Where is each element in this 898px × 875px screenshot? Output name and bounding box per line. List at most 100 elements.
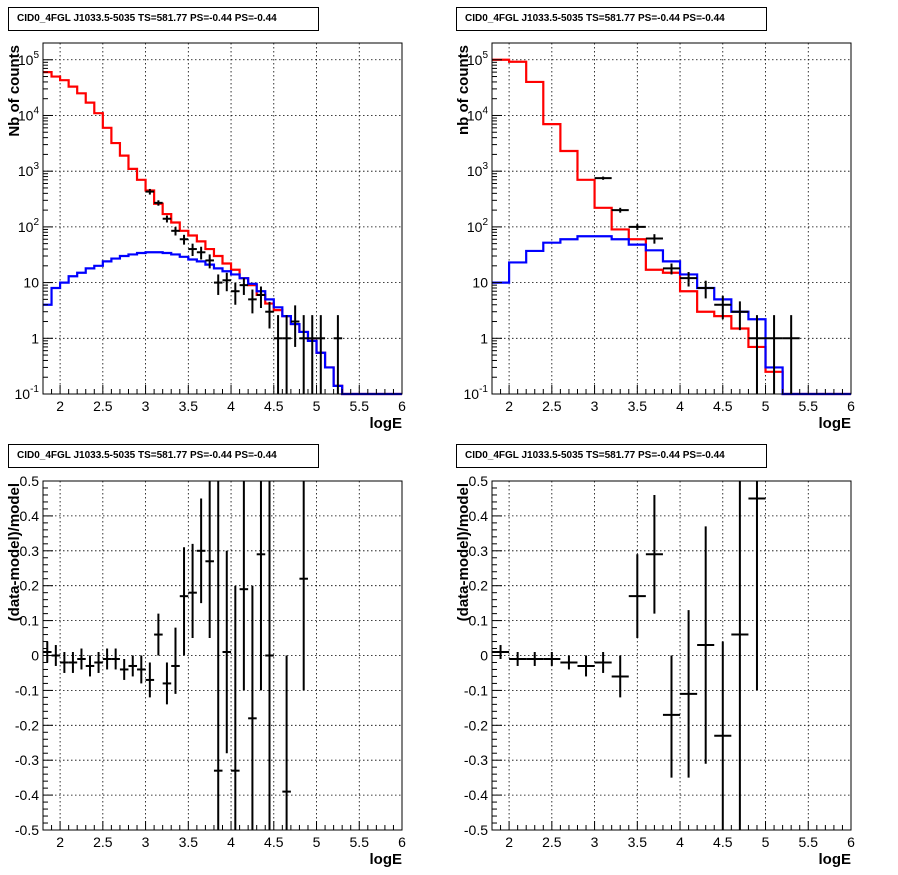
br-x-tick-label: 3.5 (628, 834, 648, 850)
br-data-point (680, 610, 698, 778)
bl-data-point (145, 662, 155, 698)
bl-x-tick-label: 5.5 (350, 834, 370, 850)
tr-data-point (645, 234, 663, 244)
br-x-tick-label: 6 (847, 834, 855, 850)
br-data-point (543, 652, 561, 666)
bl-data-point (128, 655, 138, 677)
bl-y-tick-label: 0.1 (20, 613, 40, 629)
tl-data-point (299, 315, 308, 394)
tr-y-tick-label: 102 (467, 217, 489, 235)
tl-data-point (162, 215, 172, 223)
br-x-tick-label: 2 (505, 834, 513, 850)
bl-data-point (68, 652, 78, 673)
br-data-point (509, 652, 527, 666)
tl-x-tick-label: 5.5 (350, 398, 370, 414)
tl-data-point (248, 289, 257, 314)
tr-x-axis-label: logE (819, 415, 852, 432)
tl-data-point (171, 226, 180, 236)
tl-y-tick-label: 10 (23, 275, 39, 291)
bl-x-tick-label: 5 (313, 834, 321, 850)
tr-y-tick-label: 10 (472, 275, 488, 291)
tr-x-tick-label: 5 (762, 398, 770, 414)
tl-data-point (145, 188, 155, 195)
bl-y-tick-label: 0 (31, 648, 39, 664)
bl-data-point (231, 585, 240, 830)
tr-data-point (765, 315, 783, 394)
tl-data-point (290, 305, 300, 347)
br-x-tick-label: 4 (676, 834, 684, 850)
tl-data-point (273, 315, 283, 394)
tr-data-point (782, 315, 800, 394)
br-x-tick-label: 3 (591, 834, 599, 850)
bl-x-tick-label: 2 (56, 834, 64, 850)
title-bottom-left: CID0_4FGL J1033.5-5035 TS=581.77 PS=-0.4… (8, 444, 319, 468)
bl-data-point (188, 543, 197, 639)
bl-y-tick-label: -0.2 (15, 717, 39, 733)
bl-y-tick-label: -0.4 (15, 787, 39, 803)
tl-x-tick-label: 4 (227, 398, 235, 414)
tr-x-tick-label: 3.5 (628, 398, 648, 414)
plot-area (43, 43, 402, 394)
bl-data-point (119, 658, 129, 680)
bl-data-point (299, 481, 308, 691)
br-data-point (492, 645, 510, 659)
tr-y-tick-label: 105 (467, 50, 489, 68)
tl-x-tick-label: 6 (398, 398, 406, 414)
tl-x-tick-label: 5 (313, 398, 321, 414)
tl-data-point (282, 315, 291, 394)
tr-x-tick-label: 3 (591, 398, 599, 414)
bl-data-point (256, 481, 266, 691)
bl-y-tick-label: 0.2 (20, 578, 40, 594)
tr-x-tick-label: 2 (505, 398, 513, 414)
br-y-tick-label: -0.3 (464, 752, 488, 768)
br-data-point (577, 655, 595, 677)
tl-y-tick-label: 102 (18, 217, 40, 235)
bl-data-point (154, 613, 163, 656)
tl-x-tick-label: 4.5 (264, 398, 284, 414)
bl-data-point (248, 585, 257, 830)
tl-y-axis-label: Nb of counts (6, 45, 23, 137)
bl-data-point (282, 655, 291, 830)
bl-y-axis-label: (data-model)/model (6, 483, 23, 621)
tr-data-point (611, 207, 629, 213)
bl-data-point (171, 627, 180, 694)
br-data-point (714, 641, 732, 830)
br-y-tick-label: -0.2 (464, 717, 488, 733)
title-top-right: CID0_4FGL J1033.5-5035 TS=581.77 PS=-0.4… (456, 7, 767, 31)
tl-data-point (154, 200, 163, 206)
bl-data-point (111, 648, 120, 670)
tr-y-tick-label: 10-1 (464, 384, 489, 402)
bl-data-point (205, 481, 214, 639)
bl-data-point (137, 655, 146, 684)
tl-x-tick-label: 2 (56, 398, 64, 414)
bl-y-tick-label: 0.5 (20, 473, 40, 489)
plot-area (492, 43, 851, 394)
tl-y-tick-label: 103 (18, 161, 40, 179)
tl-data-point (265, 301, 274, 329)
tl-data-point (256, 286, 266, 308)
bl-data-point (213, 481, 223, 830)
tl-y-tick-label: 105 (18, 50, 40, 68)
tl-x-axis-label: logE (370, 415, 403, 432)
br-x-tick-label: 4.5 (713, 834, 733, 850)
tl-data-point (231, 282, 240, 305)
bl-data-point (265, 481, 274, 830)
br-y-tick-label: 0.3 (469, 543, 489, 559)
br-data-point (731, 481, 749, 830)
bl-x-tick-label: 3 (142, 834, 150, 850)
bl-data-point (162, 662, 172, 705)
tl-data-point (239, 278, 249, 295)
bl-x-tick-label: 4 (227, 834, 235, 850)
br-x-tick-label: 2.5 (542, 834, 562, 850)
tl-data-point (179, 234, 189, 245)
bl-x-tick-label: 2.5 (93, 834, 113, 850)
bl-data-point (179, 547, 189, 656)
br-data-point (628, 554, 646, 639)
tr-data-point (662, 263, 681, 275)
tr-data-point (714, 295, 732, 320)
tl-data-point (316, 315, 326, 394)
bl-data-point (222, 550, 232, 754)
tl-data-point (333, 315, 343, 394)
